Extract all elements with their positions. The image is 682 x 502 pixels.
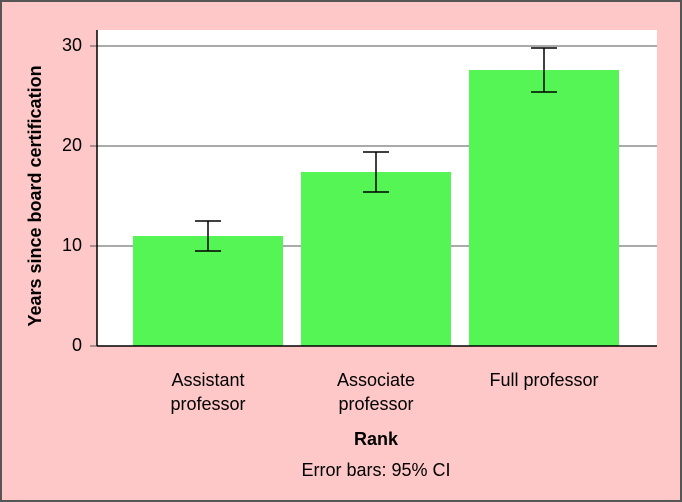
y-axis-label: Years since board certification: [25, 65, 45, 326]
y-tick-label: 0: [72, 335, 82, 355]
bar: [301, 172, 451, 346]
bar: [469, 70, 619, 346]
x-tick-label: Assistant professor: [170, 370, 246, 414]
bar: [133, 236, 283, 346]
y-tick-label: 30: [62, 35, 82, 55]
note: Error bars: 95% CI: [301, 460, 450, 480]
x-tick-label: Associate professor: [336, 370, 416, 414]
x-tick-label: Full professor: [489, 370, 599, 390]
y-tick-label: 10: [62, 235, 82, 255]
x-axis-label: Rank: [354, 429, 399, 449]
y-tick-label: 20: [62, 135, 82, 155]
